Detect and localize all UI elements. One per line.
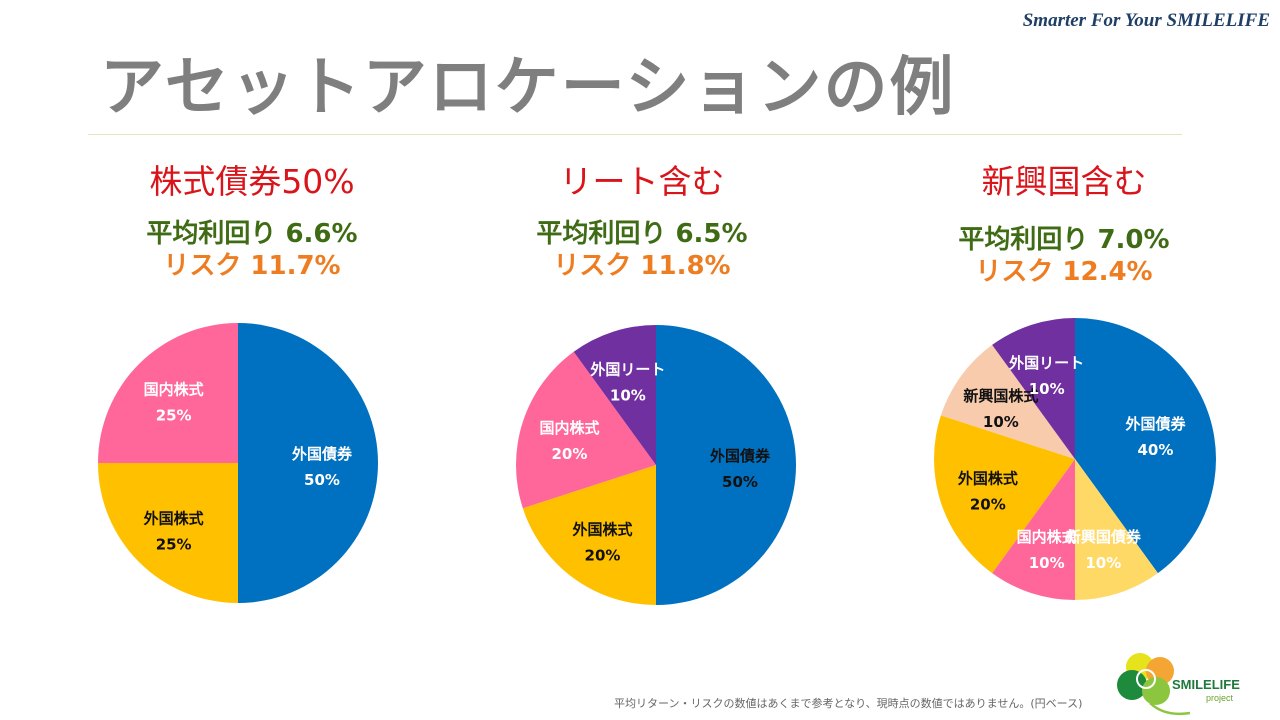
slice-value-label: 50% (304, 471, 340, 489)
average-return: 平均利回り 7.0% (958, 225, 1170, 255)
slice-category-label: 外国債券 (1124, 415, 1186, 433)
pie-slice (573, 325, 656, 465)
slice-value-label: 40% (1138, 441, 1174, 459)
slice-category-label: 外国株式 (143, 509, 204, 527)
pie-chart-stock-bond: 外国債券 50% 外国株式 25% 国内株式 25% (98, 323, 378, 603)
title-divider (88, 134, 1182, 135)
logo-subtext: project (1206, 693, 1234, 703)
slice-category-label: 外国株式 (572, 521, 633, 539)
slice-category-label: 外国債券 (291, 445, 353, 463)
slice-value-label: 50% (722, 473, 758, 491)
panel-reit: リート含む 平均利回り 6.5% リスク 11.8% (462, 160, 822, 282)
risk: リスク 11.7% (163, 251, 341, 281)
tagline: Smarter For Your SMILELIFE (1022, 10, 1270, 31)
panel-stock-bond: 株式債券50% 平均利回り 6.6% リスク 11.7% (72, 160, 432, 282)
slice-value-label: 20% (552, 445, 588, 463)
slice-value-label: 10% (610, 386, 646, 404)
slice-value-label: 20% (585, 547, 621, 565)
risk: リスク 11.8% (553, 251, 731, 281)
pie-slice (934, 415, 1075, 574)
slice-category-label: 新興国債券 (1066, 528, 1142, 546)
slice-value-label: 10% (1029, 554, 1065, 572)
logo-text: SMILELIFE (1172, 677, 1240, 692)
slice-value-label: 25% (156, 535, 192, 553)
slice-value-label: 10% (983, 413, 1019, 431)
pie-chart-reit: 外国債券 50% 外国株式 20% 国内株式 20% 外国リート 10% (516, 325, 796, 605)
slice-category-label: 外国株式 (957, 469, 1018, 487)
pie-slice (992, 318, 1075, 459)
chart-title: 新興国含む (981, 162, 1147, 201)
pie-slice (992, 459, 1075, 600)
slice-category-label: 外国リート (1008, 354, 1084, 372)
pie-slice (98, 463, 238, 603)
average-return: 平均利回り 6.6% (146, 219, 358, 249)
risk: リスク 12.4% (975, 257, 1153, 287)
pie-chart-emerging: 外国債券40%新興国債券10%国内株式10%外国株式20%新興国株式10%外国リ… (934, 318, 1216, 600)
slice-category-label: 新興国株式 (963, 387, 1038, 405)
slice-value-label: 10% (1085, 554, 1121, 572)
panel-emerging: 新興国含む 平均利回り 7.0% リスク 12.4% (884, 160, 1244, 288)
chart-title: 株式債券50% (149, 162, 355, 201)
slice-category-label: 国内株式 (144, 381, 204, 399)
slice-category-label: 国内株式 (539, 419, 599, 437)
slice-value-label: 10% (1029, 380, 1065, 398)
pie-slice (516, 351, 656, 509)
average-return: 平均利回り 6.5% (536, 219, 748, 249)
smilelife-logo: SMILELIFE project (1117, 653, 1240, 716)
slice-category-label: 外国リート (589, 360, 665, 378)
pie-slice (1075, 459, 1158, 600)
pie-slice (238, 323, 378, 603)
footnote: 平均リターン・リスクの数値はあくまで参考となり、現時点の数値ではありません。(円… (614, 697, 1083, 710)
chart-title: リート含む (559, 162, 725, 201)
slice-value-label: 20% (970, 495, 1006, 513)
pie-slice (1075, 318, 1216, 574)
slice-value-label: 25% (156, 407, 192, 425)
slice-category-label: 国内株式 (1017, 528, 1077, 546)
pie-slice (98, 323, 238, 463)
pie-slice (522, 465, 656, 605)
slice-category-label: 外国債券 (709, 447, 771, 465)
page-title: アセットアロケーションの例 (100, 51, 956, 125)
pie-slice (656, 325, 796, 605)
pie-slice (940, 344, 1075, 459)
